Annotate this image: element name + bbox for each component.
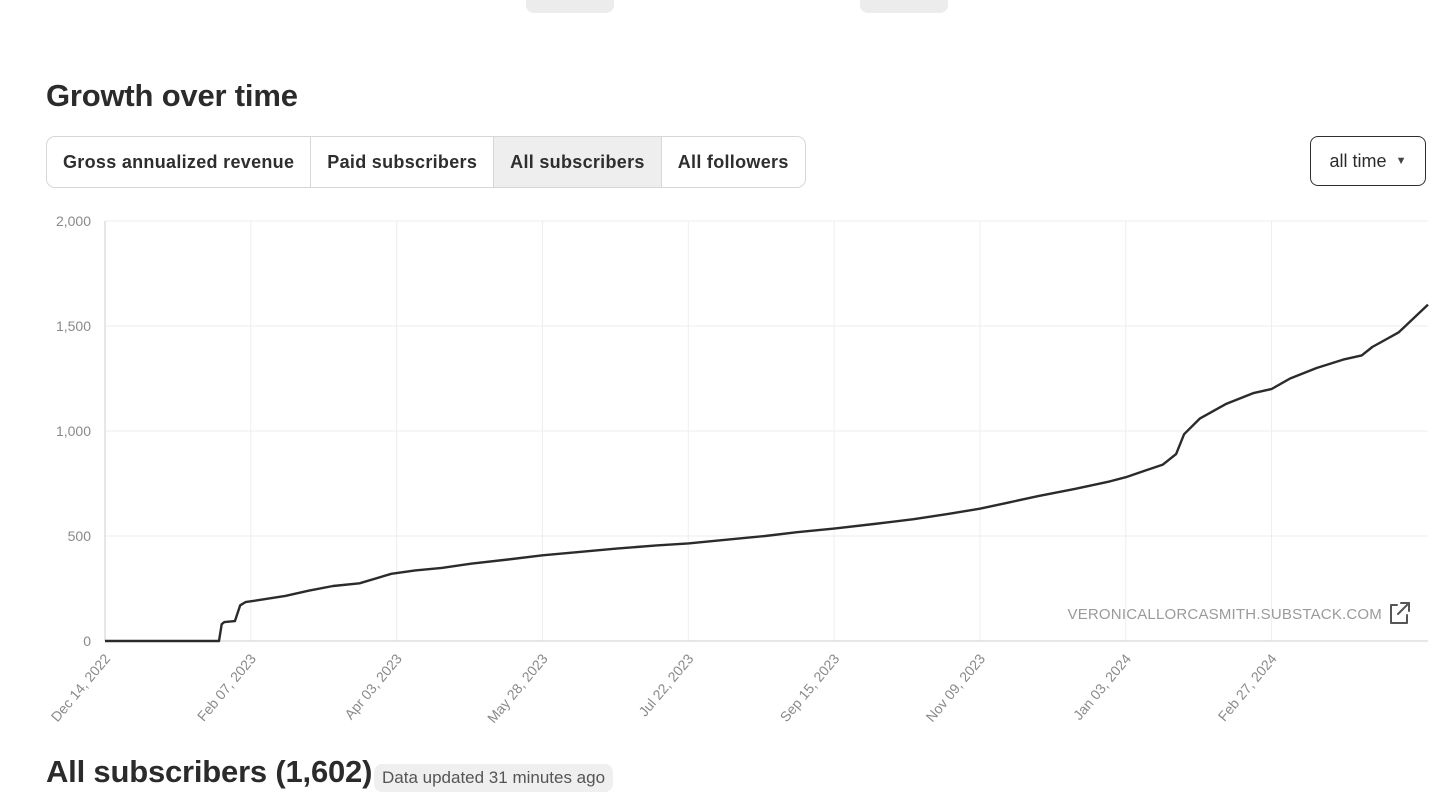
time-range-select[interactable]: all time ▼ bbox=[1310, 136, 1426, 186]
y-axis-ticks: 0 500 1,000 1,500 2,000 bbox=[56, 213, 91, 649]
subscribers-count-title: All subscribers (1,602) bbox=[46, 754, 373, 789]
data-updated-badge: Data updated 31 minutes ago bbox=[374, 764, 614, 792]
tab-all-followers[interactable]: All followers bbox=[677, 151, 789, 172]
x-tick-label: Feb 07, 2023 bbox=[194, 650, 259, 724]
y-tick-label: 500 bbox=[68, 528, 92, 544]
external-link-icon[interactable] bbox=[1390, 602, 1410, 624]
y-tick-label: 1,500 bbox=[56, 318, 91, 334]
x-tick-label: Feb 27, 2024 bbox=[1215, 650, 1280, 724]
metric-tabs: Gross annualized revenue Paid subscriber… bbox=[46, 136, 806, 188]
growth-chart: 0 500 1,000 1,500 2,000 Dec 14, 2022 Feb 07, … bbox=[47, 213, 1429, 726]
x-axis-ticks: Dec 14, 2022 Feb 07, 2023 Apr 03, 2023 May … bbox=[47, 650, 1280, 725]
x-tick-label: Apr 03, 2023 bbox=[341, 650, 405, 722]
x-tick-label: Jul 22, 2023 bbox=[635, 650, 696, 719]
chart-grid bbox=[105, 220, 1428, 641]
x-tick-label: Nov 09, 2023 bbox=[922, 650, 988, 724]
time-range-value: all time bbox=[1329, 150, 1387, 171]
top-card-stub-left bbox=[526, 0, 614, 13]
y-tick-label: 1,000 bbox=[56, 423, 91, 439]
series-line-all-subscribers bbox=[105, 303, 1429, 643]
tab-paid-subscribers[interactable]: Paid subscribers bbox=[311, 137, 495, 187]
top-card-stub-right bbox=[860, 0, 948, 13]
tab-gross-annualized-revenue[interactable]: Gross annualized revenue bbox=[47, 137, 312, 187]
x-tick-label: May 28, 2023 bbox=[484, 650, 551, 725]
caret-down-icon: ▼ bbox=[1395, 155, 1407, 167]
tab-all-subscribers[interactable]: All subscribers bbox=[494, 137, 662, 187]
chart-axes bbox=[104, 221, 1428, 642]
x-tick-label: Jan 03, 2024 bbox=[1070, 650, 1134, 722]
section-title: Growth over time bbox=[46, 78, 298, 113]
y-tick-label: 0 bbox=[83, 633, 91, 649]
watermark[interactable]: VERONICALLORCASMITH.SUBSTACK.COM bbox=[1067, 602, 1410, 624]
x-tick-label: Sep 15, 2023 bbox=[777, 650, 843, 724]
watermark-text: VERONICALLORCASMITH.SUBSTACK.COM bbox=[1067, 606, 1382, 623]
x-tick-label: Dec 14, 2022 bbox=[47, 650, 113, 724]
y-tick-label: 2,000 bbox=[56, 213, 91, 229]
